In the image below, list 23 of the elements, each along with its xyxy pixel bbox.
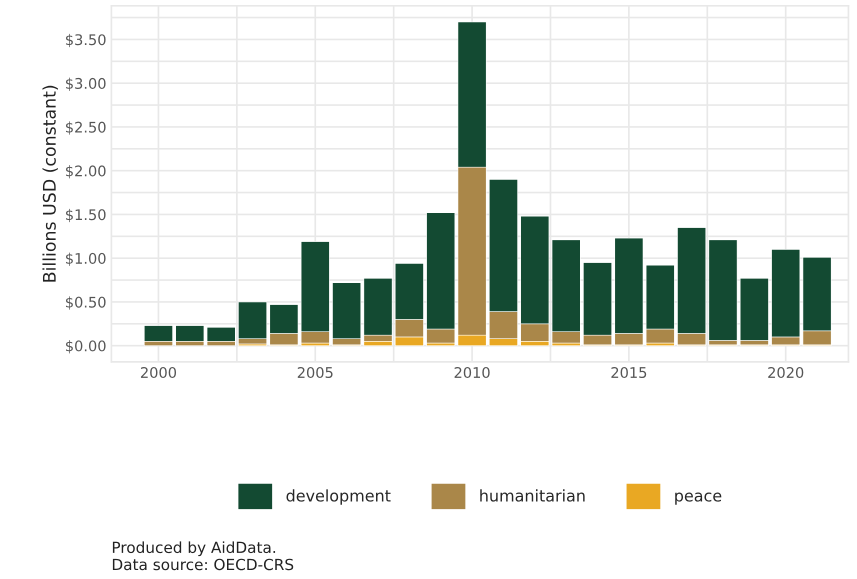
x-tick-label: 2010 <box>454 366 490 378</box>
legend-label: humanitarian <box>480 489 585 502</box>
y-tick-label: $2.50 <box>66 121 106 135</box>
y-tick-label: $1.00 <box>66 252 106 266</box>
y-tick-label: $0.50 <box>66 296 106 310</box>
y-tick-label: $0.00 <box>66 340 106 354</box>
legend-label: development <box>286 489 391 505</box>
x-tick-label: 2015 <box>611 366 646 378</box>
y-tick-label: $3.00 <box>66 78 106 91</box>
y-axis-title: Billions USD (constant) <box>42 86 58 282</box>
legend-label: peace <box>675 492 722 505</box>
y-tick-label: $1.50 <box>66 208 106 222</box>
y-tick-label: $3.50 <box>66 34 106 48</box>
bar <box>206 327 236 342</box>
x-tick-label: 2020 <box>768 366 804 378</box>
bar <box>175 325 204 342</box>
x-tick-label: 2000 <box>140 366 176 378</box>
text: Produced by AidData. Data source: OECD-CRS <box>112 541 294 570</box>
y-tick-label: $2.00 <box>66 165 106 178</box>
bar <box>708 240 738 341</box>
x-tick-label: 2005 <box>298 366 333 378</box>
bar <box>740 278 769 341</box>
bar <box>144 325 173 342</box>
